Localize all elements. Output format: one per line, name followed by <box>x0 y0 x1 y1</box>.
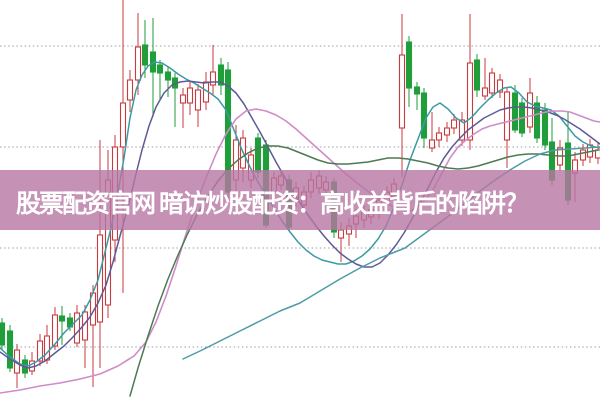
candle-body <box>134 46 142 81</box>
candle-body <box>217 64 225 86</box>
candle-body <box>194 89 202 111</box>
candle-body <box>594 149 600 159</box>
ma-20-plum <box>0 108 600 394</box>
candle-body <box>496 79 504 93</box>
candle-body <box>337 229 345 239</box>
candle-body <box>36 340 44 362</box>
candle-body <box>96 234 104 323</box>
trend-riser-teal <box>182 146 600 360</box>
candle-body <box>443 127 451 136</box>
candle-body <box>503 91 511 141</box>
candle-body <box>156 64 164 74</box>
candle-body <box>58 315 66 322</box>
candle-body <box>413 86 421 95</box>
ma-fast-teal <box>0 61 600 367</box>
candle-body <box>141 44 149 66</box>
candle-body <box>466 62 474 141</box>
candle-body <box>420 92 428 139</box>
candle-body <box>254 137 262 173</box>
candle-body <box>579 149 587 161</box>
candle-body <box>450 119 458 129</box>
candle-body <box>541 109 549 146</box>
candle-body <box>126 79 134 101</box>
candle-body <box>533 102 541 139</box>
candle-body <box>473 59 481 91</box>
candle-body <box>428 139 436 149</box>
candle-body <box>186 87 194 104</box>
candle-body <box>458 119 466 141</box>
candle-body <box>526 92 534 128</box>
candle-body <box>164 71 172 81</box>
candle-body <box>0 322 6 346</box>
candle-body <box>435 132 443 141</box>
headline-text: 股票配资官网 暗访炒股配资：高收益背后的陷阱？ <box>16 189 529 218</box>
headline-banner: 股票配资官网 暗访炒股配资：高收益背后的陷阱？ <box>0 170 600 230</box>
candle-body <box>119 102 127 148</box>
candle-body <box>209 71 217 86</box>
candle-body <box>511 92 519 131</box>
candle-body <box>405 41 413 89</box>
candle-body <box>51 314 59 347</box>
candle-body <box>179 94 187 104</box>
candle-body <box>488 72 496 94</box>
candle-body <box>43 335 51 361</box>
candle-body <box>398 54 406 129</box>
candle-body <box>73 312 81 344</box>
candle-body <box>481 87 489 97</box>
candle-body <box>6 330 14 369</box>
